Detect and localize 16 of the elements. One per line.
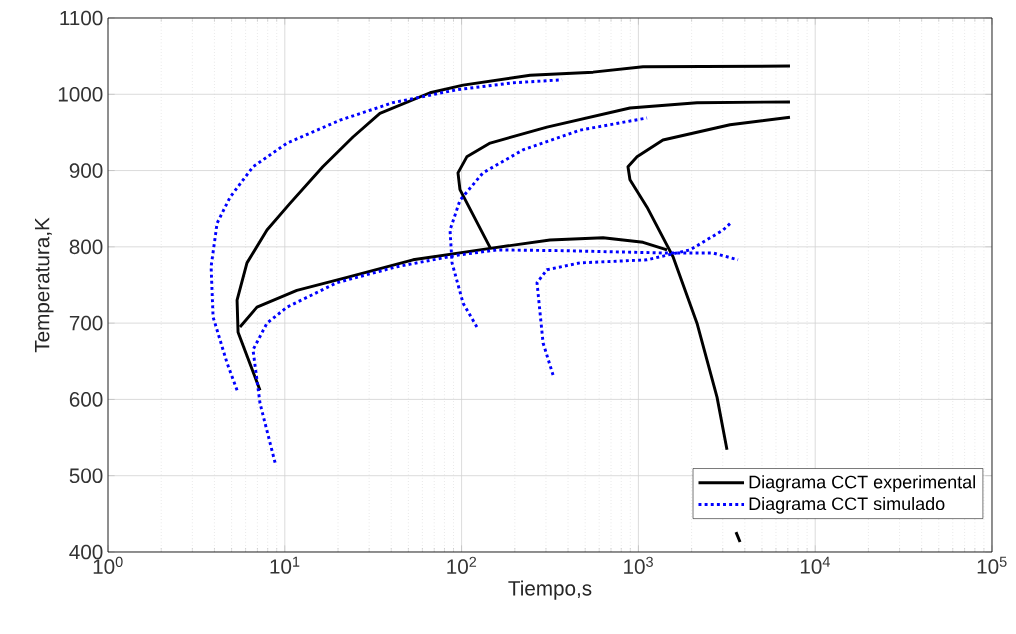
x-axis-title: Tiempo,s	[508, 580, 592, 600]
x-tick-label: 10$^{4}$	[800, 556, 830, 574]
x-tick-label: 10$^{5}$	[977, 556, 1007, 574]
x-tick-label: 10$^{2}$	[447, 556, 477, 574]
legend-label: Diagrama CCT simulado	[749, 496, 945, 514]
y-tick-label: 700	[69, 315, 103, 331]
y-tick-label: 1000	[58, 86, 103, 102]
x-tick-label: 10$^{1}$	[270, 556, 300, 574]
x-tick-label: 10$^{3}$	[624, 556, 653, 574]
y-axis-title: Temperatura,K	[34, 217, 54, 353]
legend-label: Diagrama CCT experimental	[749, 475, 975, 492]
y-tick-label: 500	[69, 468, 103, 484]
y-tick-label: 600	[69, 392, 103, 407]
y-tick-label: 1100	[60, 10, 103, 26]
y-tick-label: 900	[69, 163, 103, 178]
y-tick-label: 800	[69, 239, 103, 255]
